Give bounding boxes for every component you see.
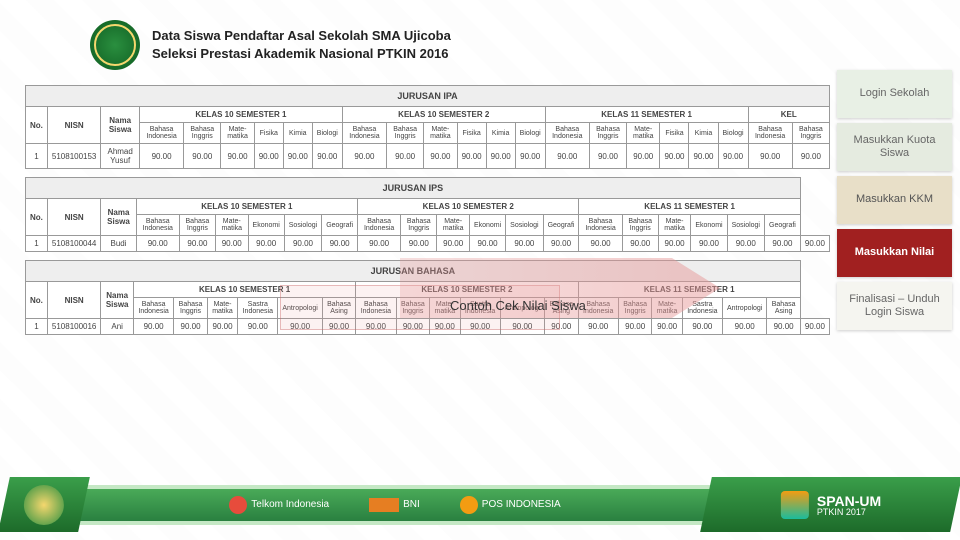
page-header: Data Siswa Pendaftar Asal Sekolah SMA Uj… bbox=[90, 20, 960, 70]
telkom-logo: Telkom Indonesia bbox=[229, 496, 329, 514]
table-row: 15108100044Budi90.0090.0090.0090.0090.00… bbox=[26, 236, 830, 252]
callout-arrow: Contoh Cek Nilai Siswa bbox=[400, 298, 720, 316]
grades-table: JURUSAN IPSNo.NISNNama SiswaKELAS 10 SEM… bbox=[25, 177, 830, 252]
nav-finalisasi[interactable]: Finalisasi – Unduh Login Siswa bbox=[837, 282, 952, 330]
span-icon bbox=[781, 491, 809, 519]
footer-bar: Telkom Indonesia BNI POS INDONESIA SPAN-… bbox=[0, 477, 960, 532]
nav-kuota-siswa[interactable]: Masukkan Kuota Siswa bbox=[837, 123, 952, 171]
bni-logo: BNI bbox=[369, 498, 420, 512]
pos-logo: POS INDONESIA bbox=[460, 496, 561, 514]
title-line-2: Seleksi Prestasi Akademik Nasional PTKIN… bbox=[152, 45, 451, 63]
ministry-logo-icon bbox=[90, 20, 140, 70]
title-line-1: Data Siswa Pendaftar Asal Sekolah SMA Uj… bbox=[152, 27, 451, 45]
ministry-badge-icon bbox=[24, 485, 64, 525]
nav-login-sekolah[interactable]: Login Sekolah bbox=[837, 70, 952, 118]
nav-masukkan-nilai[interactable]: Masukkan Nilai bbox=[837, 229, 952, 277]
footer-logo-left bbox=[0, 477, 90, 532]
side-nav: Login Sekolah Masukkan Kuota Siswa Masuk… bbox=[837, 70, 952, 330]
table-row: 15108100153Ahmad Yusuf90.0090.0090.0090.… bbox=[26, 144, 830, 169]
span-um-logo: SPAN-UMPTKIN 2017 bbox=[781, 491, 881, 519]
nav-kkm[interactable]: Masukkan KKM bbox=[837, 176, 952, 224]
callout-text: Contoh Cek Nilai Siswa bbox=[450, 298, 586, 313]
grades-table: JURUSAN IPANo.NISNNama SiswaKELAS 10 SEM… bbox=[25, 85, 830, 169]
